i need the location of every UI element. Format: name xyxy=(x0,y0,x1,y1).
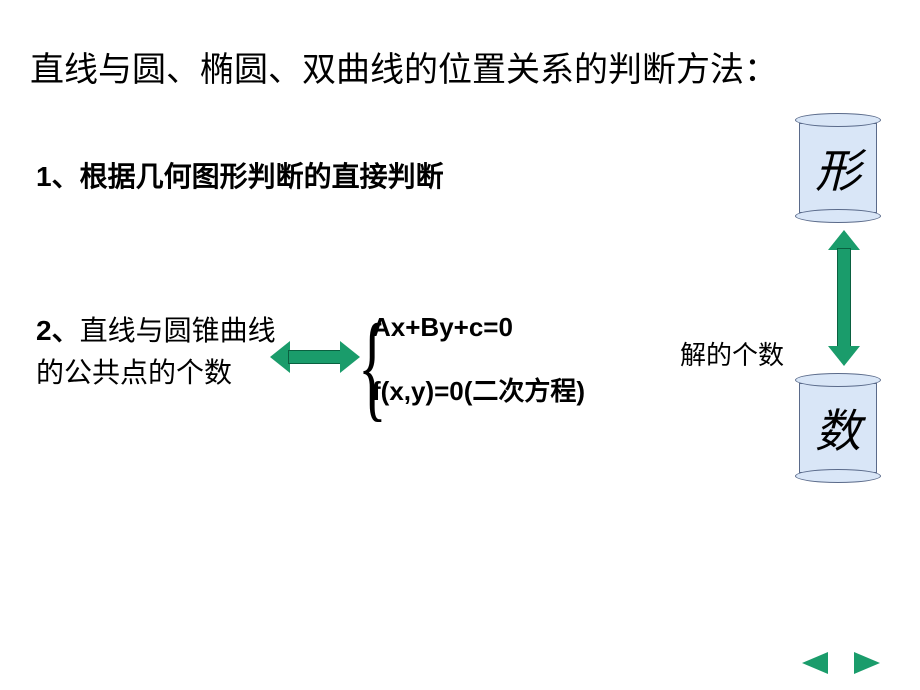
method-1-text: 1、根据几何图形判断的直接判断 xyxy=(36,155,444,195)
nav-prev-button[interactable] xyxy=(802,652,828,674)
nav-next-button[interactable] xyxy=(854,652,880,674)
scroll-char-shu: 数 xyxy=(815,395,861,461)
slide-title: 直线与圆、椭圆、双曲线的位置关系的判断方法： xyxy=(30,42,778,91)
scroll-shape-geometry: 形 xyxy=(795,113,881,223)
equation-line-1: Ax+By+c=0 xyxy=(372,312,672,343)
double-arrow-vertical xyxy=(828,230,860,366)
equation-line-2: f(x,y)=0(二次方程) xyxy=(372,371,672,408)
double-arrow-horizontal xyxy=(270,340,360,374)
scroll-shape-number: 数 xyxy=(795,373,881,483)
scroll-char-xing: 形 xyxy=(815,135,861,201)
method-2-number: 2、 xyxy=(36,315,80,346)
method-2-text: 2、直线与圆锥曲线的公共点的个数 xyxy=(36,310,276,395)
equations-block: Ax+By+c=0 f(x,y)=0(二次方程) xyxy=(372,312,672,408)
solutions-count-label: 解的个数 xyxy=(680,335,784,372)
